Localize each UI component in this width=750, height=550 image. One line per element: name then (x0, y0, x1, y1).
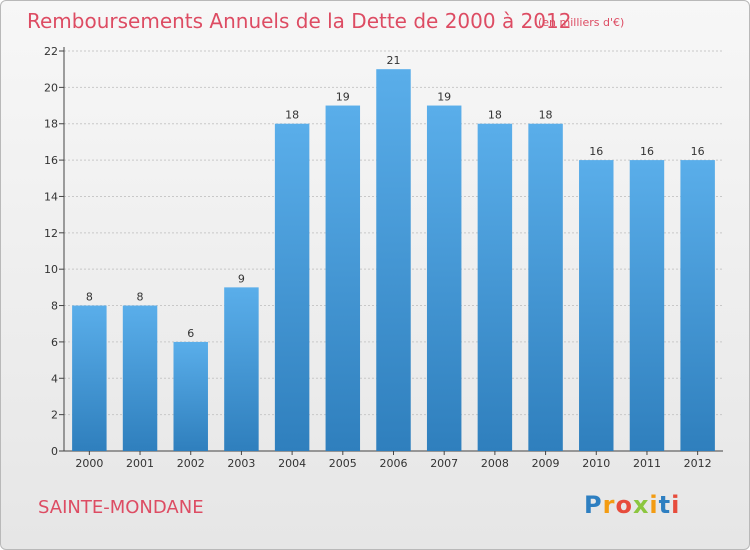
logo-letter: i (671, 491, 681, 519)
x-tick-label: 2007 (430, 457, 458, 470)
bar-value-label: 19 (336, 91, 350, 104)
chart-title: Remboursements Annuels de la Dette de 20… (27, 9, 572, 33)
bar (325, 105, 361, 451)
bar-value-label: 18 (539, 109, 553, 122)
bar-value-label: 16 (589, 145, 603, 158)
x-tick-label: 2010 (582, 457, 610, 470)
x-tick-label: 2006 (380, 457, 408, 470)
y-tick-label: 20 (44, 81, 58, 94)
y-tick-label: 18 (44, 118, 58, 131)
bar-value-label: 21 (387, 54, 401, 67)
bar (680, 160, 715, 451)
bar-value-label: 18 (488, 109, 502, 122)
x-tick-label: 2008 (481, 457, 509, 470)
x-tick-label: 2001 (126, 457, 154, 470)
y-tick-label: 8 (51, 300, 58, 313)
bar-value-label: 9 (238, 272, 245, 285)
bar-value-label: 6 (187, 327, 194, 340)
y-tick-label: 4 (51, 372, 58, 385)
y-tick-label: 14 (44, 190, 58, 203)
y-tick-label: 10 (44, 263, 58, 276)
y-tick-label: 16 (44, 154, 58, 167)
bar-value-label: 18 (285, 109, 299, 122)
y-tick-label: 0 (51, 445, 58, 458)
bar (122, 305, 158, 451)
bar (579, 160, 614, 451)
x-tick-label: 2002 (177, 457, 205, 470)
x-tick-label: 2011 (633, 457, 661, 470)
labels: 0 2 4 6 8 10 12 14 16 18 20 22 8 2000 8 2001 6 2002 9 2003 1… (44, 45, 712, 470)
bar (173, 341, 208, 451)
bar (72, 305, 107, 451)
y-tick-label: 12 (44, 227, 58, 240)
logo-letter: o (615, 491, 633, 519)
y-tick-label: 22 (44, 45, 58, 58)
bar-value-label: 8 (137, 291, 144, 304)
bar (274, 123, 310, 452)
x-tick-label: 2003 (227, 457, 255, 470)
bar (629, 160, 665, 451)
y-tick-label: 6 (51, 336, 58, 349)
bar-value-label: 8 (86, 291, 93, 304)
logo-letter: r (602, 491, 616, 519)
bar-value-label: 19 (437, 91, 451, 104)
chart-subtitle: (en milliers d'€) (538, 16, 625, 29)
bar (477, 123, 513, 452)
bar (224, 287, 259, 451)
bar (376, 69, 411, 451)
bar (426, 105, 462, 451)
x-tick-label: 2012 (684, 457, 712, 470)
x-tick-label: 2004 (278, 457, 306, 470)
x-tick-label: 2000 (75, 457, 103, 470)
x-tick-label: 2005 (329, 457, 357, 470)
y-tick-label: 2 (51, 409, 58, 422)
x-tick-label: 2009 (532, 457, 560, 470)
bar-value-label: 16 (691, 145, 705, 158)
logo-letter: x (632, 491, 650, 519)
logo-letter: P (584, 491, 603, 519)
logo-letter: t (658, 491, 672, 519)
commune-name: SAINTE-MONDANE (38, 497, 204, 518)
bars (72, 69, 715, 452)
bar-value-label: 16 (640, 145, 654, 158)
logo-letter: i (649, 491, 659, 519)
bar (528, 123, 563, 452)
proxiti-logo: Proxiti (584, 491, 680, 519)
